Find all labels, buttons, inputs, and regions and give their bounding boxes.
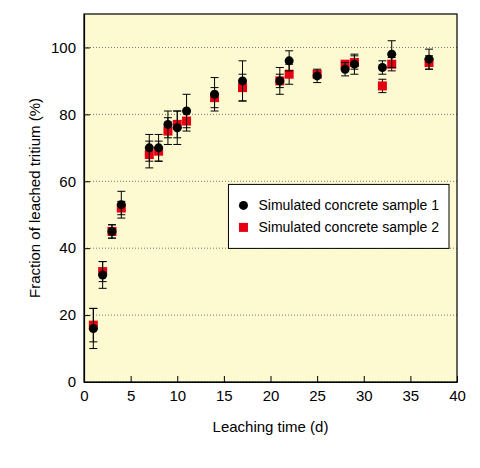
x-tick-mark: [317, 376, 318, 382]
x-tick-label: 25: [309, 387, 326, 404]
point: [350, 60, 359, 69]
grid-line: [84, 114, 457, 115]
error-bar: [117, 191, 125, 218]
point: [154, 143, 163, 152]
error-bar: [388, 41, 396, 68]
plot-frame: [84, 14, 457, 382]
point: [182, 107, 191, 116]
legend-marker: [239, 201, 248, 210]
x-tick-label: 10: [169, 387, 186, 404]
legend-marker: [239, 223, 248, 232]
error-bar: [239, 61, 247, 101]
point: [275, 76, 284, 85]
x-tick: 10: [169, 376, 186, 404]
error-bar: [350, 54, 358, 74]
error-bar: [108, 225, 116, 238]
point: [238, 76, 247, 85]
y-axis-title: Fraction of leached tritium (%): [26, 98, 43, 298]
x-tick: 35: [403, 376, 420, 404]
y-tick-mark: [84, 114, 90, 115]
point: [378, 63, 387, 72]
x-tick-label: 30: [356, 387, 373, 404]
grid: [84, 47, 457, 382]
x-tick: 25: [309, 376, 326, 404]
x-tick-label: 40: [449, 387, 466, 404]
error-bar: [211, 78, 219, 111]
error-bar: [89, 308, 97, 348]
error-bar: [108, 225, 116, 238]
x-tick-label: 5: [127, 387, 135, 404]
error-bar: [155, 134, 163, 161]
x-tick: 15: [216, 376, 233, 404]
point: [275, 76, 284, 85]
x-tick-mark: [131, 376, 132, 382]
y-tick-label: 0: [68, 373, 76, 390]
x-axis: 0 5 10 15 20 25 30 35 40: [80, 376, 466, 404]
y-tick-label: 40: [59, 239, 76, 256]
legend: Simulated concrete sample 1 Simulated con…: [228, 184, 449, 248]
point: [145, 143, 154, 152]
grid-line: [84, 47, 457, 48]
error-bar: [99, 262, 107, 289]
point: [341, 65, 350, 74]
y-tick-mark: [84, 181, 90, 182]
legend-label: Simulated concrete sample 2: [258, 219, 439, 235]
y-tick: 20: [59, 306, 90, 323]
point: [117, 200, 126, 209]
y-tick-mark: [84, 248, 90, 249]
point: [107, 227, 116, 236]
point: [425, 55, 434, 64]
point: [89, 324, 98, 333]
x-tick-mark: [364, 376, 365, 382]
x-tick-label: 0: [80, 387, 88, 404]
x-axis-title: Leaching time (d): [213, 418, 329, 435]
point: [313, 71, 322, 80]
x-tick-label: 15: [216, 387, 233, 404]
error-bar: [173, 111, 181, 144]
error-bar: [341, 63, 349, 76]
x-tick-mark: [271, 376, 272, 382]
x-tick: 20: [263, 376, 280, 404]
y-tick: 60: [59, 173, 90, 190]
point: [210, 90, 219, 99]
chart: 0 5 10 15 20 25 30 35 40 0 20 40 60 80 100 Leaching tim…: [0, 0, 480, 468]
error-bar: [378, 61, 386, 74]
error-bar: [145, 134, 153, 161]
x-tick: 30: [356, 376, 373, 404]
error-bar: [378, 79, 386, 92]
point: [285, 56, 294, 65]
y-tick-mark: [84, 47, 90, 48]
legend-box: [228, 184, 449, 248]
x-tick-label: 20: [263, 387, 280, 404]
x-tick-mark: [410, 376, 411, 382]
x-tick-mark: [177, 376, 178, 382]
y-tick: 40: [59, 239, 90, 256]
x-tick: 5: [127, 376, 135, 404]
error-bar: [285, 51, 293, 71]
error-bar: [164, 111, 172, 138]
legend-label: Simulated concrete sample 1: [258, 197, 439, 213]
y-tick-label: 100: [51, 39, 76, 56]
error-bar: [425, 49, 433, 69]
y-tick-mark: [84, 315, 90, 316]
point: [107, 227, 116, 236]
y-tick-label: 20: [59, 306, 76, 323]
x-tick-mark: [224, 376, 225, 382]
point: [98, 270, 107, 279]
point: [387, 50, 396, 59]
y-tick-label: 80: [59, 106, 76, 123]
point: [163, 120, 172, 129]
error-bar: [276, 68, 284, 95]
grid-line: [84, 315, 457, 316]
y-tick-label: 60: [59, 173, 76, 190]
y-tick: 80: [59, 106, 90, 123]
point: [378, 81, 387, 90]
x-tick-label: 35: [403, 387, 420, 404]
plot-background: [84, 14, 457, 382]
error-bar: [313, 69, 321, 82]
point: [173, 123, 182, 132]
grid-line: [84, 181, 457, 182]
error-bar: [183, 94, 191, 127]
